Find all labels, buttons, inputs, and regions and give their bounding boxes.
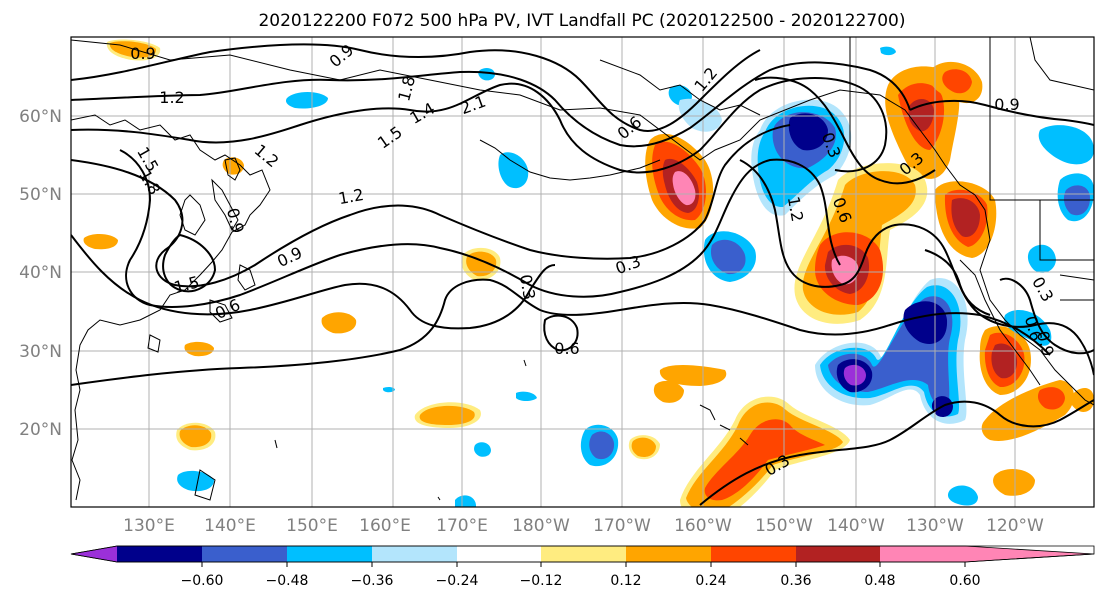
lat-label: 20°N	[19, 420, 62, 440]
lon-label: 140°W	[827, 516, 885, 536]
lon-label: 150°W	[755, 516, 813, 536]
lon-label: 160°W	[674, 516, 732, 536]
lat-label: 40°N	[19, 263, 62, 283]
lon-label: 160°E	[359, 516, 411, 536]
colorbar-tick-label: 0.60	[949, 573, 980, 589]
lon-label: 170°W	[593, 516, 651, 536]
lon-label: 120°W	[986, 516, 1044, 536]
map-title: 2020122200 F072 500 hPa PV, IVT Landfall…	[258, 11, 905, 31]
lon-label: 180°W	[512, 516, 570, 536]
lat-label: 60°N	[19, 107, 62, 127]
lat-label: 50°N	[19, 185, 62, 205]
colorbar-swatch	[711, 546, 796, 562]
colorbar-tick-label: 0.24	[695, 573, 726, 589]
contour-label: 0.9	[994, 95, 1019, 114]
graticule	[71, 37, 1094, 507]
colorbar-tick-label: 0.12	[610, 573, 641, 589]
fill-blobs-small-negative	[177, 46, 1094, 507]
colorbar-swatch	[626, 546, 711, 562]
contour-label: 1.2	[159, 88, 184, 107]
colorbar-tick-label: −0.60	[181, 573, 224, 589]
lon-label: 130°W	[906, 516, 964, 536]
colorbar-swatch	[457, 546, 541, 562]
lon-label: 140°E	[204, 516, 256, 536]
contour-label: 0.9	[130, 44, 155, 63]
colorbar-tick-label: −0.12	[520, 573, 563, 589]
lon-label: 150°E	[286, 516, 338, 536]
contour-label: 0.3	[516, 273, 539, 301]
fill-blob-west-coast	[935, 181, 997, 258]
fill-blob-mexico-positive	[981, 380, 1075, 441]
colorbar-swatch	[796, 546, 880, 562]
pv-contours	[71, 43, 1094, 506]
map-frame	[70, 36, 1095, 508]
colorbar-swatch	[117, 546, 202, 562]
contour-label: 1.2	[337, 185, 365, 208]
colorbar-extend-max	[965, 546, 1094, 562]
colorbar-tick-label: 0.48	[864, 573, 895, 589]
lat-label: 30°N	[19, 342, 62, 362]
colorbar-swatch	[287, 546, 372, 562]
colorbar-swatch	[541, 546, 626, 562]
fill-blob-neg-160w	[703, 231, 756, 282]
colorbar-tick-label: −0.48	[266, 573, 309, 589]
fill-blob-bering-positive	[645, 133, 714, 229]
colorbar-swatch	[880, 546, 965, 562]
contour-label: 1.2	[784, 195, 807, 223]
fill-blobs-small-positive	[83, 39, 1094, 496]
contour-label: 0.6	[554, 339, 579, 358]
colorbar-tick-label: −0.36	[351, 573, 394, 589]
lon-label: 170°E	[436, 516, 488, 536]
longitude-labels: 130°E 140°E 150°E 160°E 170°E 180°W 170°…	[123, 516, 1044, 536]
colorbar-tick-label: −0.24	[436, 573, 479, 589]
colorbar-extend-min	[71, 546, 117, 562]
latitude-labels: 60°N 50°N 40°N 30°N 20°N	[19, 107, 62, 440]
fill-blob-n-coast-2	[929, 61, 983, 104]
colorbar: −0.60 −0.48 −0.36 −0.24 −0.12 0.12 0.24 …	[70, 545, 1095, 589]
map-area: 0.9 1.2 0.9 1.8 1.4 2.1 1.5 1.2 1.5 1.8 …	[71, 37, 1094, 507]
colorbar-swatch	[372, 546, 457, 562]
lon-label: 130°E	[123, 516, 175, 536]
colorbar-ticks	[201, 562, 966, 567]
colorbar-tick-label: 0.36	[780, 573, 811, 589]
colorbar-swatch	[202, 546, 287, 562]
